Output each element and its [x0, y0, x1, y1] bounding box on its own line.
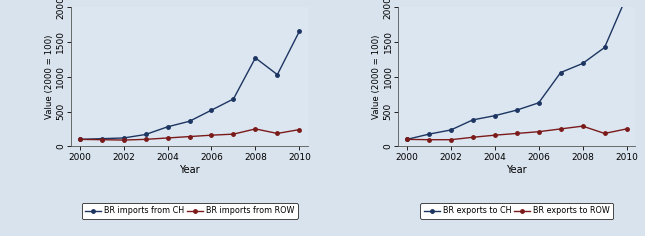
Y-axis label: Value (2000 = 100): Value (2000 = 100)	[372, 34, 381, 119]
X-axis label: Year: Year	[179, 165, 200, 175]
Legend: BR imports from CH, BR imports from ROW: BR imports from CH, BR imports from ROW	[81, 203, 297, 219]
Y-axis label: Value (2000 = 100): Value (2000 = 100)	[45, 34, 54, 119]
X-axis label: Year: Year	[506, 165, 527, 175]
Legend: BR exports to CH, BR exports to ROW: BR exports to CH, BR exports to ROW	[421, 203, 613, 219]
